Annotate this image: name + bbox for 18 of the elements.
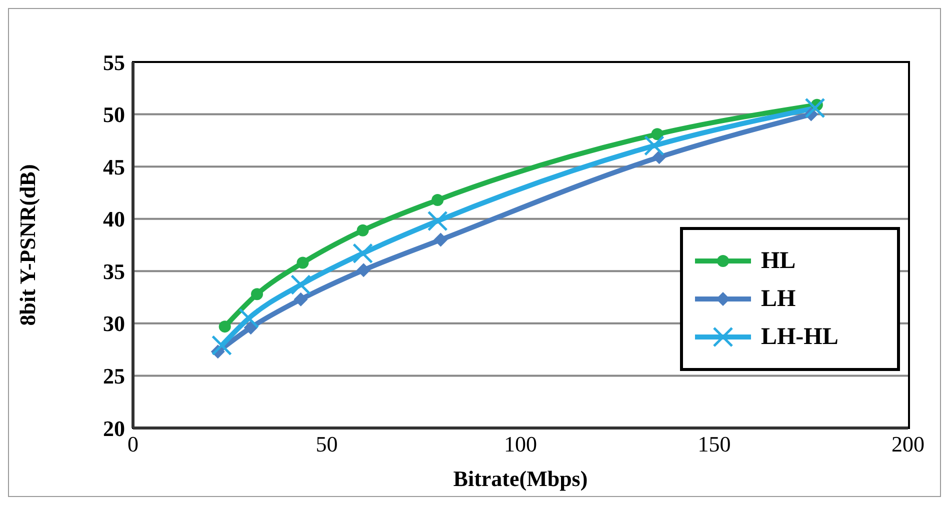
legend-label: HL: [761, 248, 796, 274]
x-axis-title: Bitrate(Mbps): [453, 466, 588, 491]
x-tick-label: 200: [892, 432, 924, 457]
y-tick-label: 50: [103, 102, 125, 128]
legend-label: LH-HL: [761, 324, 838, 350]
y-tick-label: 35: [103, 258, 125, 284]
y-tick-label: 25: [103, 364, 125, 389]
y-tick-label: 55: [103, 50, 125, 75]
y-axis-title: 8bit Y-PSNR(dB): [14, 164, 40, 326]
x-tick-label: 50: [316, 432, 338, 457]
legend-label: LH: [761, 286, 796, 312]
x-tick-label: 100: [504, 432, 537, 457]
x-tick-label: 0: [128, 432, 138, 457]
x-tick-label: 150: [698, 432, 731, 457]
y-tick-label: 30: [103, 311, 125, 336]
y-tick-label: 20: [103, 416, 125, 441]
y-tick-label: 40: [103, 206, 125, 232]
y-tick-label: 45: [103, 154, 125, 180]
